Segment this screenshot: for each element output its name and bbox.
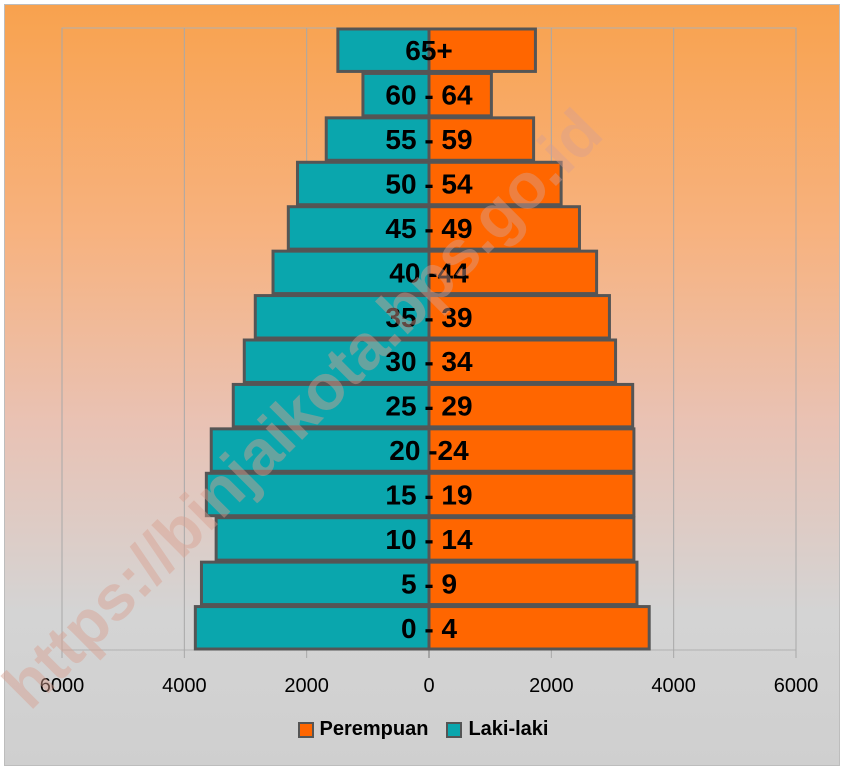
bar-perempuan[interactable] xyxy=(427,71,493,118)
age-group-label: 30 - 34 xyxy=(385,346,473,377)
x-tick-label: 6000 xyxy=(774,675,819,697)
legend: Perempuan Laki-laki xyxy=(0,718,846,741)
age-labels: 0 - 4 5 - 9 10 - 14 15 - 19 20 -24 25 - 29 30 … xyxy=(385,35,473,644)
bar-laki-laki[interactable] xyxy=(295,160,431,207)
bar-laki-laki[interactable] xyxy=(242,338,431,384)
bar-laki-laki[interactable] xyxy=(286,205,431,251)
age-group-label: 25 - 29 xyxy=(385,391,472,422)
bar-perempuan[interactable] xyxy=(427,560,639,607)
bars xyxy=(193,27,651,651)
x-tick-label: 2000 xyxy=(284,675,329,697)
x-tick-label: 0 xyxy=(423,675,434,697)
x-tick-label: 4000 xyxy=(162,675,207,697)
age-group-label: 65+ xyxy=(405,35,453,66)
age-group-label: 60 - 64 xyxy=(385,80,473,111)
bar-laki-laki[interactable] xyxy=(204,471,431,518)
age-group-label: 15 - 19 xyxy=(385,480,472,511)
bar-laki-laki[interactable] xyxy=(214,516,431,562)
age-group-label: 55 - 59 xyxy=(385,124,472,155)
bar-laki-laki[interactable] xyxy=(193,605,431,651)
bar-laki-laki[interactable] xyxy=(231,382,431,429)
x-tick-label: 6000 xyxy=(40,675,85,697)
age-group-label: 45 - 49 xyxy=(385,213,472,244)
age-group-label: 35 - 39 xyxy=(385,302,472,333)
bar-perempuan[interactable] xyxy=(427,516,636,562)
bar-laki-laki[interactable] xyxy=(271,249,431,296)
bar-laki-laki[interactable] xyxy=(361,71,431,118)
bar-laki-laki[interactable] xyxy=(199,560,431,607)
x-tick-label: 2000 xyxy=(529,675,574,697)
bar-perempuan[interactable] xyxy=(427,427,636,473)
legend-label-laki-laki: Laki-laki xyxy=(468,718,549,740)
bar-perempuan[interactable] xyxy=(427,605,651,651)
legend-label-perempuan: Perempuan xyxy=(319,718,429,740)
age-group-label: 50 - 54 xyxy=(385,169,473,200)
age-group-label: 0 - 4 xyxy=(401,613,457,644)
age-group-label: 40 -44 xyxy=(389,257,469,288)
bar-laki-laki[interactable] xyxy=(253,294,431,340)
legend-swatch-perempuan xyxy=(297,721,314,738)
bar-perempuan[interactable] xyxy=(427,160,563,207)
legend-item-laki-laki[interactable]: Laki-laki xyxy=(446,718,548,741)
legend-swatch-laki-laki xyxy=(446,721,463,738)
bar-laki-laki[interactable] xyxy=(324,116,431,162)
x-tick-label: 4000 xyxy=(651,675,696,697)
x-axis-ticks: 6000 4000 2000 0 2000 4000 6000 xyxy=(40,675,819,697)
age-group-label: 10 - 14 xyxy=(385,524,473,555)
age-group-label: 5 - 9 xyxy=(401,568,457,599)
bar-perempuan[interactable] xyxy=(427,249,599,296)
bar-perempuan[interactable] xyxy=(427,294,611,340)
bar-laki-laki[interactable] xyxy=(209,427,431,473)
bar-laki-laki[interactable] xyxy=(336,27,431,73)
age-group-label: 20 -24 xyxy=(389,435,469,466)
legend-item-perempuan[interactable]: Perempuan xyxy=(297,718,429,741)
